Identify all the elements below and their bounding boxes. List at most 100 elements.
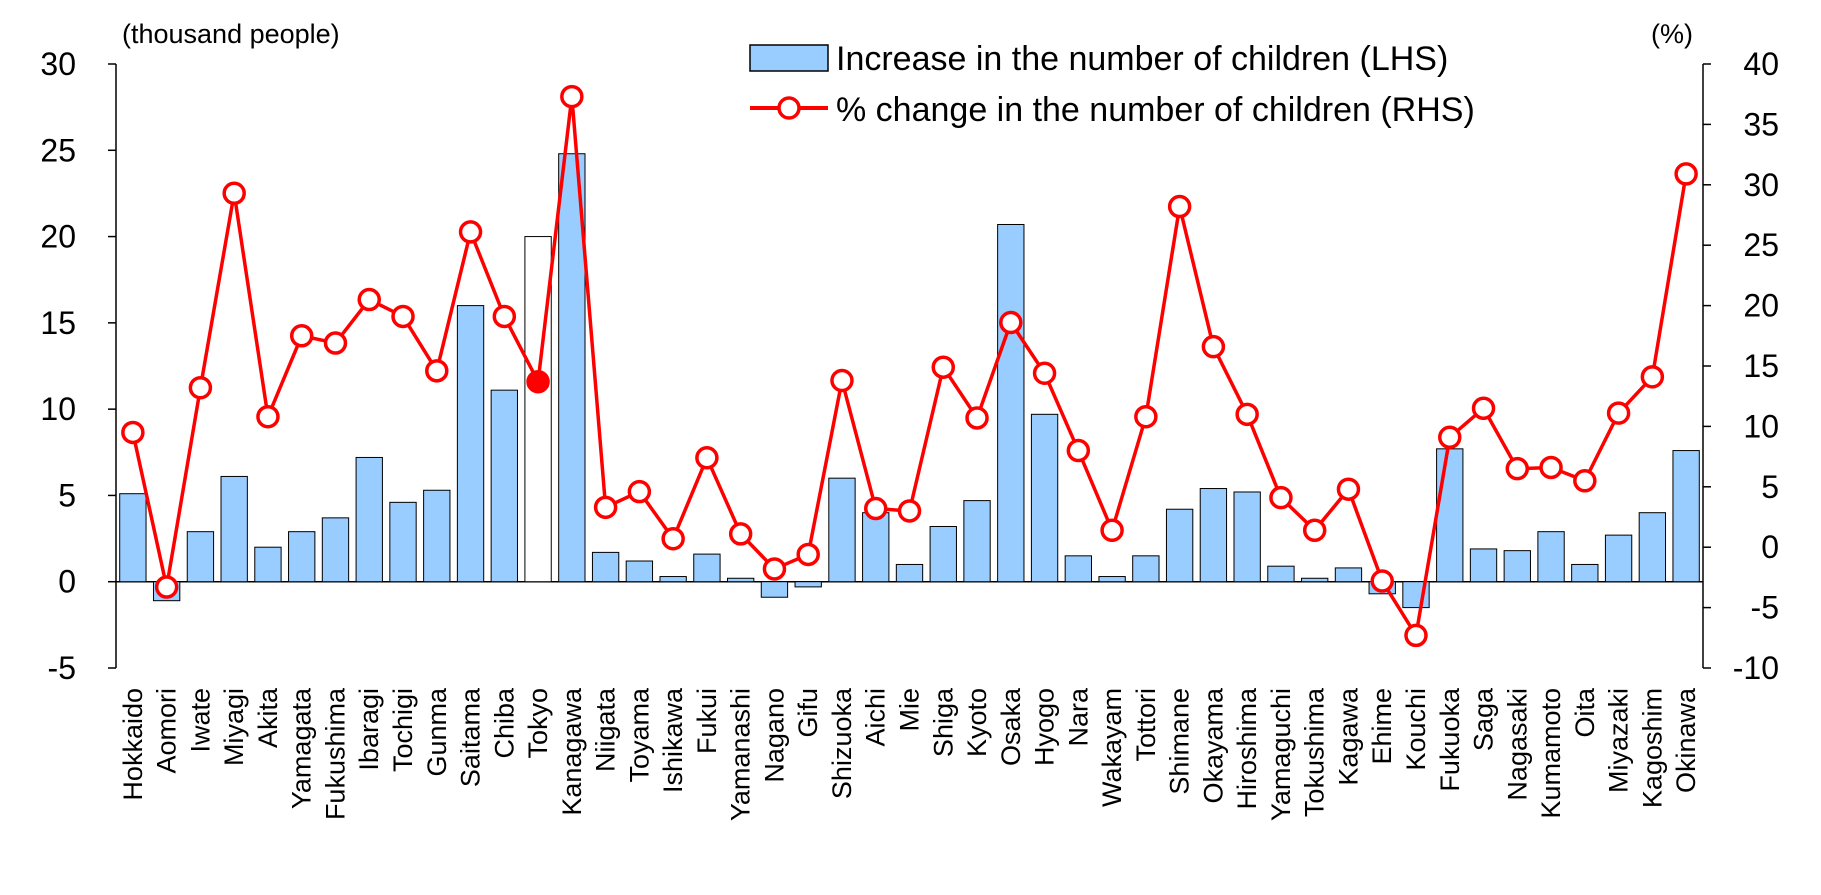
category-label: Yamaguchi xyxy=(1266,688,1296,821)
category-label: Fukui xyxy=(692,688,722,754)
bar xyxy=(1199,488,1228,583)
left-axis-tick-label: 25 xyxy=(40,132,76,168)
line-point xyxy=(154,575,179,599)
line-point xyxy=(695,446,719,470)
bar xyxy=(1030,413,1059,583)
bar xyxy=(1098,576,1126,583)
line-point xyxy=(526,369,550,394)
bar xyxy=(423,489,451,583)
bar xyxy=(963,500,991,583)
right-axis-tick-label: -10 xyxy=(1733,650,1779,686)
category-label: Kouchi xyxy=(1401,688,1431,771)
left-axis-tick-label: 0 xyxy=(58,564,76,600)
bar xyxy=(727,577,755,583)
category-label: Nara xyxy=(1063,687,1093,747)
category-label: Shiga xyxy=(928,687,958,757)
line-point xyxy=(188,375,213,400)
bar xyxy=(895,563,924,583)
left-axis-tick-label: -5 xyxy=(48,650,76,686)
category-label: Okayama xyxy=(1198,687,1228,804)
line-point xyxy=(728,522,753,546)
bar xyxy=(1267,565,1295,583)
category-label: Kanagawa xyxy=(557,687,587,816)
line-point xyxy=(425,359,449,383)
line-point xyxy=(897,499,922,523)
line-point xyxy=(1404,623,1428,648)
bar xyxy=(355,456,383,583)
line-point xyxy=(1640,365,1665,389)
line-point xyxy=(931,355,956,379)
bar xyxy=(862,512,890,583)
bar xyxy=(1233,491,1261,583)
category-label: Mie xyxy=(895,688,925,732)
line-point xyxy=(1032,361,1057,385)
bar xyxy=(1503,550,1531,583)
category-label: Toyama xyxy=(624,687,654,783)
category-label: Nagano xyxy=(759,688,789,783)
bar xyxy=(1301,577,1329,583)
category-axis: Hokkaido Aomori Iwate Miyagi Akita Yamagata Fu… xyxy=(118,687,1701,821)
right-axis: -10 -5 0 5 10 15 20 25 30 35 40 xyxy=(1703,46,1779,686)
bar xyxy=(591,551,620,583)
category-label: Shizuoka xyxy=(827,687,857,799)
bar xyxy=(220,475,248,583)
line-point xyxy=(796,542,820,567)
line-point xyxy=(1674,162,1698,186)
line-point xyxy=(999,310,1023,335)
right-axis-tick-label: 30 xyxy=(1743,167,1779,203)
bar xyxy=(794,581,822,588)
right-axis-unit-label: (%) xyxy=(1651,19,1693,49)
right-axis-tick-label: 35 xyxy=(1743,106,1779,142)
line-point xyxy=(222,181,246,206)
line-point xyxy=(1269,485,1293,510)
left-axis-tick-label: 15 xyxy=(40,305,76,341)
left-axis-unit-label: (thousand people) xyxy=(122,19,340,49)
right-axis-tick-label: -5 xyxy=(1751,590,1779,626)
left-axis-tick-label: 5 xyxy=(58,477,76,513)
line-point xyxy=(1336,477,1361,501)
line-point xyxy=(357,287,381,312)
line-point xyxy=(1302,518,1327,543)
category-label: Tochigi xyxy=(388,688,418,772)
bar xyxy=(1064,555,1093,583)
line-point xyxy=(289,324,314,348)
line-point xyxy=(1167,194,1192,219)
category-label: Oita xyxy=(1570,687,1600,738)
category-label: Tokyo xyxy=(523,688,553,759)
bar xyxy=(119,493,147,583)
bar xyxy=(186,531,215,583)
bar xyxy=(1537,531,1565,583)
bar xyxy=(659,576,687,583)
left-axis: -5 0 5 10 15 20 25 30 xyxy=(40,46,116,686)
category-label: Okinawa xyxy=(1671,687,1701,793)
category-label: Kyoto xyxy=(962,688,992,757)
left-axis-tick-label: 10 xyxy=(40,391,76,427)
category-label: Hokkaido xyxy=(118,688,148,801)
legend-bar-label: Increase in the number of children (LHS) xyxy=(836,40,1448,78)
line-point xyxy=(560,84,584,109)
line-point xyxy=(256,404,280,429)
legend-bar-swatch xyxy=(749,44,829,72)
line-point xyxy=(1606,401,1631,425)
right-axis-tick-label: 0 xyxy=(1761,529,1779,565)
bar xyxy=(1436,448,1464,583)
category-label: Aichi xyxy=(861,688,891,747)
category-label: Kagoshim xyxy=(1637,688,1667,808)
category-label: Chiba xyxy=(489,687,519,759)
legend-line-marker xyxy=(777,96,801,120)
line-point xyxy=(1505,456,1530,481)
line-point xyxy=(391,304,415,329)
line-point xyxy=(323,331,348,355)
category-label: Ibaragi xyxy=(354,688,384,771)
bar xyxy=(1132,555,1160,583)
line-point xyxy=(458,220,483,244)
category-label: Miyazaki xyxy=(1604,688,1634,793)
right-axis-tick-label: 40 xyxy=(1743,46,1779,82)
right-axis-tick-label: 5 xyxy=(1761,469,1779,505)
legend-line-label: % change in the number of children (RHS) xyxy=(836,91,1475,129)
bar xyxy=(321,517,350,583)
category-label: Osaka xyxy=(996,687,1026,766)
category-label: Hiroshima xyxy=(1232,687,1262,810)
bar xyxy=(929,525,957,583)
